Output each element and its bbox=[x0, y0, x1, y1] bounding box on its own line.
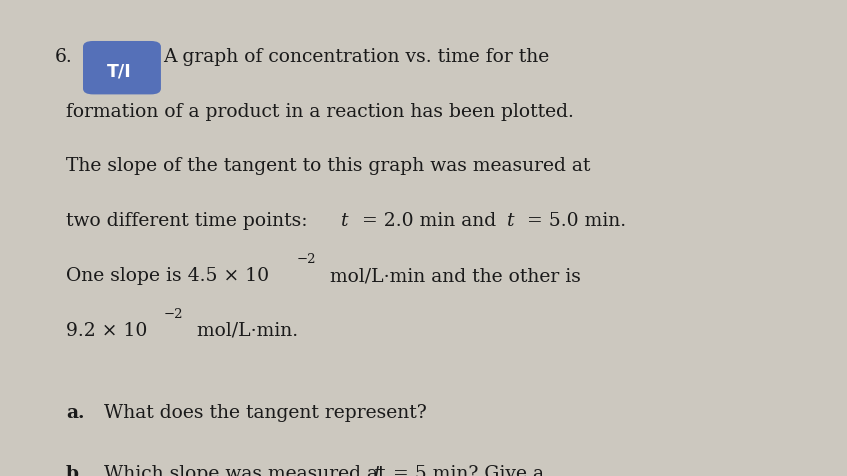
Text: a.: a. bbox=[66, 403, 85, 421]
Text: 6.: 6. bbox=[55, 48, 73, 66]
Text: formation of a product in a reaction has been plotted.: formation of a product in a reaction has… bbox=[66, 102, 574, 120]
Text: −2: −2 bbox=[296, 252, 316, 265]
Text: = 2.0 min and: = 2.0 min and bbox=[356, 212, 502, 230]
Text: t: t bbox=[507, 212, 514, 230]
Text: t: t bbox=[374, 464, 381, 476]
Text: Which slope was measured at: Which slope was measured at bbox=[98, 464, 392, 476]
Text: mol/L·min.: mol/L·min. bbox=[191, 321, 297, 339]
Text: T/I: T/I bbox=[107, 62, 132, 80]
Text: mol/L·min and the other is: mol/L·min and the other is bbox=[324, 267, 580, 285]
Text: = 5.0 min.: = 5.0 min. bbox=[521, 212, 626, 230]
Text: two different time points:: two different time points: bbox=[66, 212, 313, 230]
Text: One slope is 4.5 × 10: One slope is 4.5 × 10 bbox=[66, 267, 269, 285]
Text: t: t bbox=[341, 212, 349, 230]
FancyBboxPatch shape bbox=[83, 42, 161, 95]
Text: b.: b. bbox=[66, 464, 86, 476]
Text: −2: −2 bbox=[163, 307, 183, 320]
Text: The slope of the tangent to this graph was measured at: The slope of the tangent to this graph w… bbox=[66, 157, 590, 175]
Text: 9.2 × 10: 9.2 × 10 bbox=[66, 321, 147, 339]
Text: What does the tangent represent?: What does the tangent represent? bbox=[98, 403, 427, 421]
Text: = 5 min? Give a: = 5 min? Give a bbox=[387, 464, 544, 476]
Text: A graph of concentration vs. time for the: A graph of concentration vs. time for th… bbox=[163, 48, 550, 66]
